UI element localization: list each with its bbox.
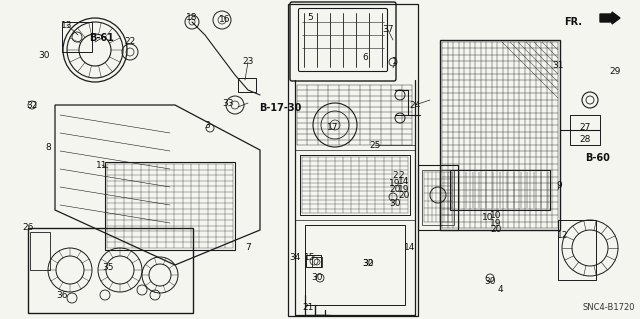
Bar [570,115,600,145]
Text: 7: 7 [245,243,251,253]
FancyArrow shape [600,12,620,24]
Text: 34: 34 [289,254,301,263]
Text: 13: 13 [61,20,73,29]
Text: B-17-30: B-17-30 [259,103,301,113]
Text: 35: 35 [102,263,114,272]
Bar [440,40,560,230]
Text: 8: 8 [45,144,51,152]
Bar [62,22,92,52]
Text: 26: 26 [22,224,34,233]
Bar [450,170,550,210]
Bar [28,228,193,313]
Bar [312,257,322,267]
Text: 21: 21 [302,303,314,313]
Text: 10: 10 [483,213,493,222]
Text: 11: 11 [96,160,108,169]
Text: 27: 27 [579,123,591,132]
Text: 1: 1 [392,57,398,66]
Text: 24: 24 [410,100,420,109]
Text: 32: 32 [26,100,38,109]
Text: 30: 30 [484,278,496,286]
Bar [238,78,256,92]
Text: 33: 33 [222,99,234,108]
Text: 15: 15 [304,254,316,263]
Text: 19: 19 [490,219,502,227]
Bar [306,255,321,267]
Text: 3: 3 [204,121,210,130]
Text: 19: 19 [398,184,410,194]
Bar [558,220,596,280]
Text: 30: 30 [311,273,323,283]
Text: 17: 17 [327,123,339,132]
Text: 20: 20 [398,191,410,201]
Text: 14: 14 [404,243,416,253]
Text: 30: 30 [362,259,374,269]
Text: 2: 2 [392,170,398,180]
Text: B-60: B-60 [586,153,611,163]
Text: 37: 37 [382,26,394,34]
Text: 22: 22 [124,38,136,47]
Text: 16: 16 [220,16,231,25]
Text: 18: 18 [186,13,198,23]
Text: 20: 20 [490,226,501,234]
Text: 4: 4 [497,286,503,294]
Text: 30: 30 [389,199,401,209]
Text: 28: 28 [579,136,591,145]
Text: 29: 29 [609,68,621,77]
Text: 5: 5 [307,13,313,23]
Text: 6: 6 [362,54,368,63]
Text: SNC4-B1720: SNC4-B1720 [582,303,635,312]
Text: 31: 31 [552,61,564,70]
Text: B-61: B-61 [90,33,115,43]
Text: 25: 25 [369,140,381,150]
Bar [305,225,405,305]
Text: 14: 14 [398,177,410,187]
Text: 23: 23 [243,57,253,66]
Text: FR.: FR. [564,17,582,27]
Text: 36: 36 [56,291,68,300]
Text: 32: 32 [362,259,374,269]
Bar [30,232,50,270]
Text: 20: 20 [389,186,401,195]
Text: 19: 19 [389,179,401,188]
Bar [422,170,454,225]
Bar [288,4,418,316]
Text: 12: 12 [557,232,569,241]
Bar [105,162,235,250]
Text: 9: 9 [556,181,562,189]
Text: 10: 10 [490,211,502,220]
Text: 2: 2 [398,170,404,180]
Text: 30: 30 [38,50,50,60]
Bar [418,165,458,230]
